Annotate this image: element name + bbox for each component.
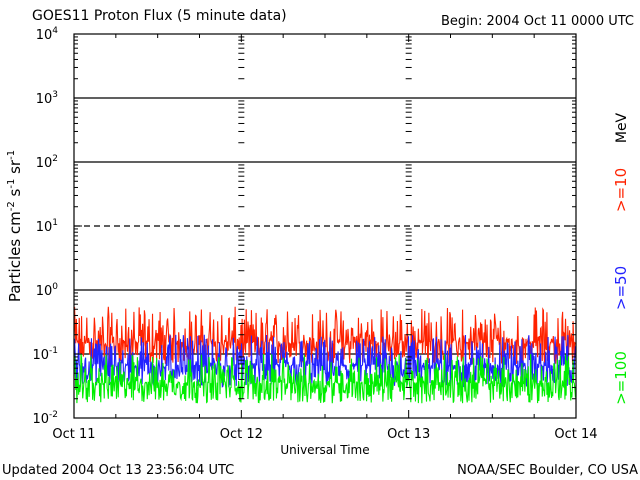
chart-title: GOES11 Proton Flux (5 minute data) [32,8,287,24]
y-tick-label-6: 104 [36,26,59,43]
updated-timestamp: Updated 2004 Oct 13 23:56:04 UTC [2,463,235,478]
x-tick-label-0: Oct 11 [52,427,95,442]
x-tick-label-3: Oct 14 [554,427,597,442]
y-axis-title: Particles cm-2 s-1 sr-1 [6,150,24,302]
x-tick-label-2: Oct 13 [387,427,430,442]
x-axis-title: Universal Time [280,443,369,457]
y-tick-label-1: 10-1 [32,346,58,363]
y-tick-label-4: 102 [36,154,58,171]
series-line-2 [73,354,577,404]
y-tick-label-3: 101 [36,218,58,235]
begin-time-label: Begin: 2004 Oct 11 0000 UTC [440,14,634,29]
legend-item-0: >=10 [612,168,630,212]
y-tick-label-2: 100 [36,282,59,299]
y-tick-label-0: 10-2 [32,410,58,427]
legend-item-1: >=50 [612,266,630,310]
y-tick-label-5: 103 [36,90,58,107]
legend-unit: MeV [614,112,630,143]
source-credit: NOAA/SEC Boulder, CO USA [457,463,638,478]
legend-item-2: >=100 [612,351,630,405]
x-tick-label-1: Oct 12 [220,427,263,442]
